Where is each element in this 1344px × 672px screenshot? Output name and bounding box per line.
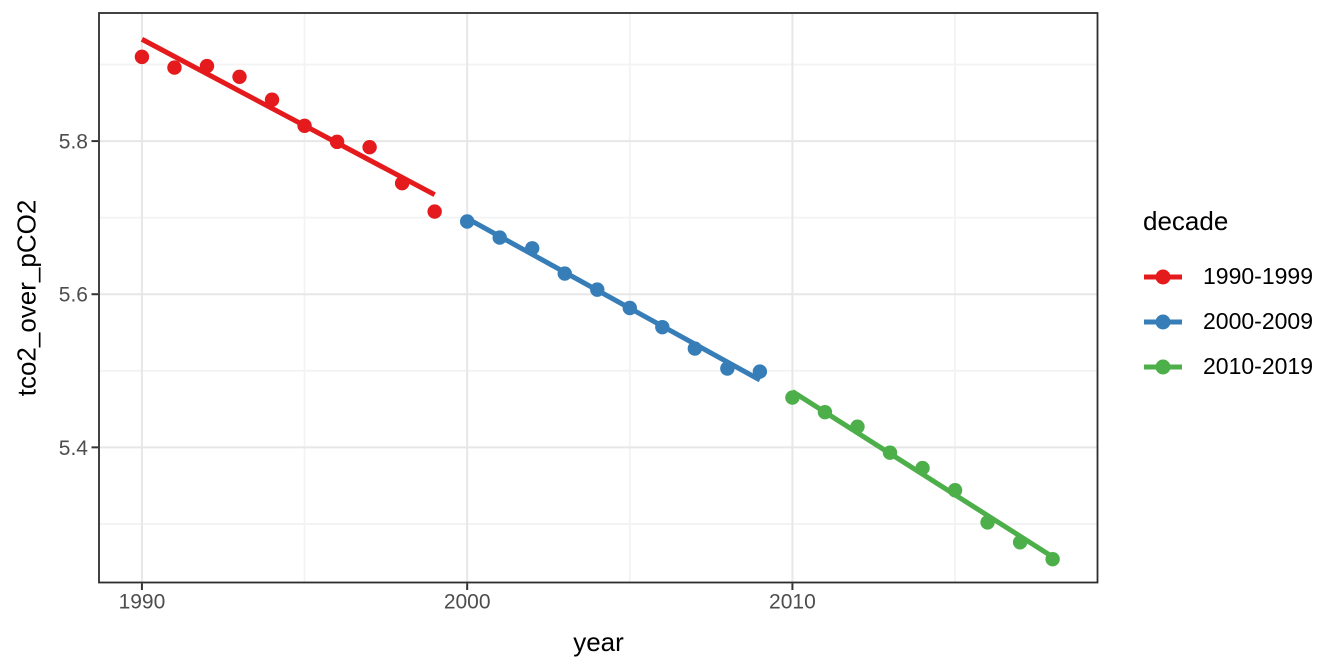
data-point (915, 460, 930, 476)
data-point (687, 341, 703, 356)
data-point (1045, 551, 1060, 567)
data-point (264, 92, 280, 107)
panel-border (98, 12, 1099, 584)
legend-key-line-dot-icon (1144, 359, 1182, 374)
data-point (720, 361, 735, 376)
data-point (525, 241, 540, 256)
legend-title: decade (1143, 206, 1229, 236)
x-axis-title: year (573, 627, 624, 657)
legend-key-dot (1155, 314, 1171, 329)
data-point (362, 140, 377, 155)
data-point (882, 445, 898, 460)
trend-line (140, 37, 436, 197)
data-point (394, 176, 410, 191)
data-point (427, 204, 442, 219)
data-point (622, 300, 637, 316)
data-point (557, 266, 572, 281)
legend-item: 2010-2019 (1143, 344, 1313, 389)
y-tick-label: 5.4 (59, 437, 89, 460)
data-point (134, 49, 150, 65)
data-point (232, 69, 247, 84)
legend-key-dot (1155, 269, 1171, 284)
data-point (850, 419, 865, 434)
legend: decade 1990-1999 2000-2009 2010-2019 (1143, 206, 1313, 389)
y-tick-label: 5.8 (59, 131, 88, 154)
data-point (297, 118, 312, 133)
x-tick-label: 2010 (769, 591, 816, 614)
x-tick-label: 2000 (444, 591, 491, 614)
legend-key-dot (1155, 359, 1171, 374)
legend-item-label: 2010-2019 (1203, 353, 1313, 379)
data-point (817, 404, 833, 420)
data-point (329, 134, 345, 150)
data-point (947, 483, 963, 498)
data-point (199, 58, 215, 74)
trend-line (465, 216, 762, 383)
data-point (655, 319, 670, 335)
legend-item-label: 1990-1999 (1203, 263, 1313, 289)
data-point (167, 60, 182, 75)
legend-item-label: 2000-2009 (1203, 308, 1313, 334)
data-point (1012, 535, 1028, 550)
legend-items: 1990-1999 2000-2009 2010-2019 (1143, 254, 1313, 389)
data-point (752, 364, 768, 379)
data-point (980, 515, 995, 530)
data-point (492, 230, 507, 245)
data-point (459, 214, 475, 229)
legend-key-line-dot-icon (1144, 314, 1182, 329)
y-tick-label: 5.6 (59, 284, 88, 307)
legend-key-line-dot-icon (1144, 269, 1182, 284)
legend-item: 1990-1999 (1143, 254, 1313, 299)
data-point (785, 390, 800, 405)
x-tick-label: 1990 (119, 591, 166, 614)
y-axis-title: tco2_over_pCO2 (11, 199, 42, 397)
data-point (590, 282, 605, 297)
legend-item: 2000-2009 (1143, 299, 1313, 344)
